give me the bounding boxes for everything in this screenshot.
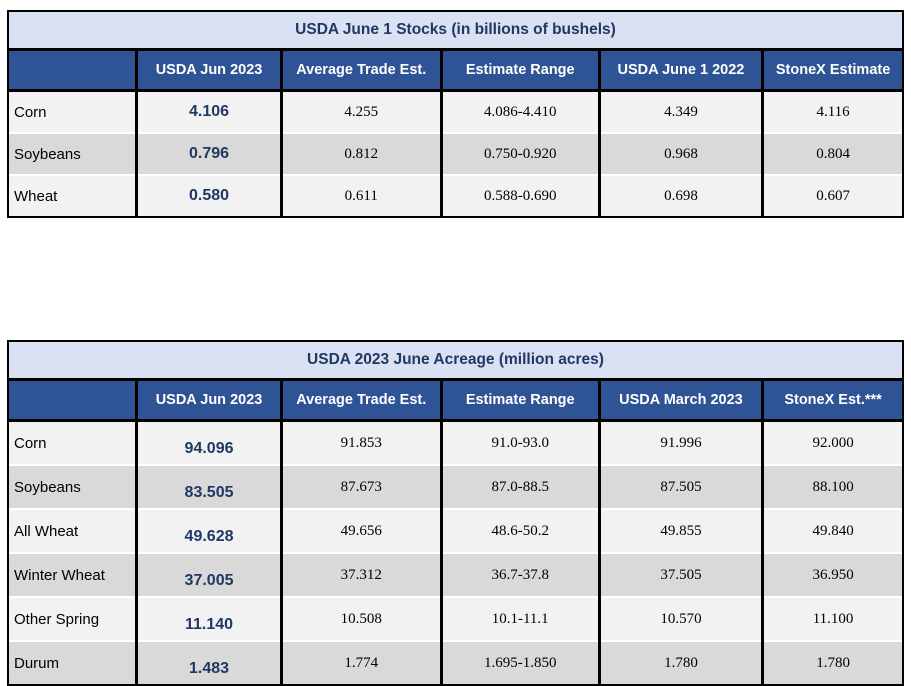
cell-value: 0.968 [597, 132, 763, 175]
table-row-soybeans: Soybeans 83.505 87.673 87.0-88.5 87.505 … [9, 464, 902, 509]
cell-value: 11.140 [135, 596, 282, 641]
row-label: Soybeans [9, 132, 137, 175]
cell-value: 4.349 [597, 90, 763, 133]
cell-value: 0.607 [761, 174, 902, 216]
row-label: Durum [9, 640, 137, 684]
cell-value: 87.673 [279, 464, 442, 509]
cell-value: 87.505 [597, 464, 763, 509]
cell-value: 37.312 [279, 552, 442, 597]
cell-value: 1.780 [597, 640, 763, 684]
cell-value: 48.6-50.2 [439, 508, 600, 553]
cell-value: 4.255 [279, 90, 442, 133]
cell-value: 0.796 [135, 132, 282, 175]
cell-value: 11.100 [761, 596, 902, 641]
cell-value: 0.804 [761, 132, 902, 175]
column-header-usda-march-2023: USDA March 2023 [597, 379, 763, 422]
column-header-usda-june-1-2022: USDA June 1 2022 [597, 49, 763, 92]
column-header-average-trade-est: Average Trade Est. [279, 49, 442, 92]
cell-value: 83.505 [135, 464, 282, 509]
row-label: All Wheat [9, 508, 137, 553]
cell-value: 4.086-4.410 [439, 90, 600, 133]
table-row-corn: Corn 94.096 91.853 91.0-93.0 91.996 92.0… [9, 420, 902, 465]
cell-value: 1.695-1.850 [439, 640, 600, 684]
cell-value: 37.505 [597, 552, 763, 597]
row-label: Wheat [9, 174, 137, 216]
table-row-wheat: Wheat 0.580 0.611 0.588-0.690 0.698 0.60… [9, 174, 902, 216]
row-label: Soybeans [9, 464, 137, 509]
cell-value: 49.628 [135, 508, 282, 553]
column-header-estimate-range: Estimate Range [439, 379, 600, 422]
cell-value: 0.588-0.690 [439, 174, 600, 216]
row-label: Corn [9, 420, 137, 465]
cell-value: 94.096 [135, 420, 282, 465]
column-header-usda-jun-2023: USDA Jun 2023 [135, 49, 282, 92]
stocks-table: USDA June 1 Stocks (in billions of bushe… [7, 10, 904, 218]
acreage-title-row: USDA 2023 June Acreage (million acres) [9, 342, 902, 381]
cell-value: 1.774 [279, 640, 442, 684]
column-header-average-trade-est: Average Trade Est. [279, 379, 442, 422]
row-label: Winter Wheat [9, 552, 137, 597]
cell-value: 49.840 [761, 508, 902, 553]
acreage-table: USDA 2023 June Acreage (million acres) U… [7, 340, 904, 686]
cell-value: 0.611 [279, 174, 442, 216]
table-row-all-wheat: All Wheat 49.628 49.656 48.6-50.2 49.855… [9, 508, 902, 553]
acreage-table-title: USDA 2023 June Acreage (million acres) [9, 342, 902, 381]
stocks-header-row: USDA Jun 2023 Average Trade Est. Estimat… [9, 49, 902, 92]
column-header-stonex-estimate: StoneX Estimate [761, 49, 902, 92]
table-row-durum: Durum 1.483 1.774 1.695-1.850 1.780 1.78… [9, 640, 902, 684]
cell-value: 37.005 [135, 552, 282, 597]
cell-value: 91.0-93.0 [439, 420, 600, 465]
table-row-winter-wheat: Winter Wheat 37.005 37.312 36.7-37.8 37.… [9, 552, 902, 597]
cell-value: 92.000 [761, 420, 902, 465]
acreage-table-grid: USDA 2023 June Acreage (million acres) U… [9, 342, 902, 684]
cell-value: 1.780 [761, 640, 902, 684]
cell-value: 91.853 [279, 420, 442, 465]
cell-value: 49.656 [279, 508, 442, 553]
cell-value: 88.100 [761, 464, 902, 509]
cell-value: 36.7-37.8 [439, 552, 600, 597]
column-header-blank [9, 379, 137, 422]
cell-value: 10.508 [279, 596, 442, 641]
cell-value: 0.698 [597, 174, 763, 216]
cell-value: 4.106 [135, 90, 282, 133]
column-header-estimate-range: Estimate Range [439, 49, 600, 92]
stocks-title-row: USDA June 1 Stocks (in billions of bushe… [9, 12, 902, 51]
cell-value: 87.0-88.5 [439, 464, 600, 509]
row-label: Other Spring [9, 596, 137, 641]
cell-value: 49.855 [597, 508, 763, 553]
acreage-header-row: USDA Jun 2023 Average Trade Est. Estimat… [9, 379, 902, 422]
table-row-other-spring: Other Spring 11.140 10.508 10.1-11.1 10.… [9, 596, 902, 641]
cell-value: 10.570 [597, 596, 763, 641]
cell-value: 36.950 [761, 552, 902, 597]
cell-value: 4.116 [761, 90, 902, 133]
column-header-stonex-est: StoneX Est.*** [761, 379, 902, 422]
cell-value: 10.1-11.1 [439, 596, 600, 641]
cell-value: 91.996 [597, 420, 763, 465]
table-row-soybeans: Soybeans 0.796 0.812 0.750-0.920 0.968 0… [9, 132, 902, 175]
cell-value: 0.580 [135, 174, 282, 216]
column-header-blank [9, 49, 137, 92]
stocks-table-grid: USDA June 1 Stocks (in billions of bushe… [9, 12, 902, 216]
cell-value: 0.750-0.920 [439, 132, 600, 175]
cell-value: 1.483 [135, 640, 282, 684]
row-label: Corn [9, 90, 137, 133]
table-row-corn: Corn 4.106 4.255 4.086-4.410 4.349 4.116 [9, 90, 902, 133]
cell-value: 0.812 [279, 132, 442, 175]
stocks-table-title: USDA June 1 Stocks (in billions of bushe… [9, 12, 902, 51]
column-header-usda-jun-2023: USDA Jun 2023 [135, 379, 282, 422]
